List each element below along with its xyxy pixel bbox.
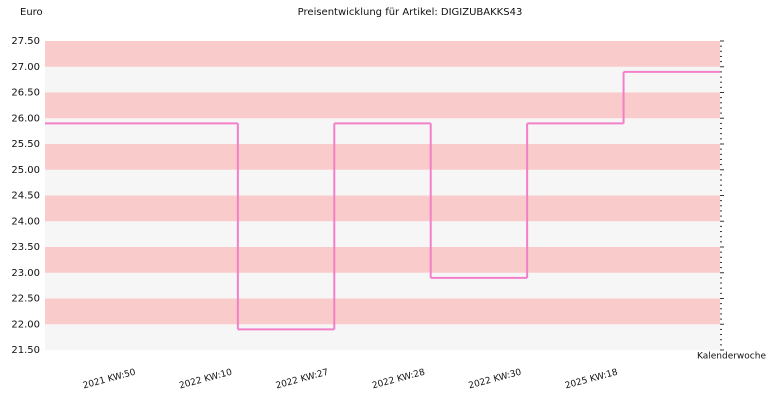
y-tick-label: 24.50 <box>11 191 40 202</box>
x-tick-label: 2025 KW:18 <box>564 368 619 392</box>
background-band <box>45 66 720 93</box>
y-tick-label: 23.50 <box>11 242 40 253</box>
background-band <box>45 247 720 273</box>
y-tick-label: 27.00 <box>11 62 40 73</box>
y-tick-label: 21.50 <box>11 345 40 356</box>
background-band <box>45 169 720 196</box>
x-axis-label: Kalenderwoche <box>697 352 766 362</box>
x-tick-label: 2022 KW:27 <box>275 368 330 392</box>
y-tick-label: 26.00 <box>11 113 40 124</box>
x-tick-label: 2022 KW:28 <box>371 368 426 392</box>
y-tick-label: 27.50 <box>11 36 40 47</box>
background-band <box>45 298 720 325</box>
background-band <box>45 272 720 299</box>
y-tick-label: 23.00 <box>11 268 40 279</box>
y-tick-label: 22.00 <box>11 319 40 330</box>
background-band <box>45 92 720 119</box>
y-tick-label: 22.50 <box>11 294 40 305</box>
x-tick-label: 2021 KW:50 <box>82 368 137 392</box>
x-tick-label: 2022 KW:10 <box>178 368 233 392</box>
background-band <box>45 41 720 67</box>
y-tick-label: 24.00 <box>11 216 40 227</box>
y-tick-label: 26.50 <box>11 88 40 99</box>
chart-title: Preisentwicklung für Artikel: DIGIZUBAKK… <box>298 7 523 18</box>
x-tick-label: 2022 KW:30 <box>468 368 523 392</box>
background-band <box>45 195 720 222</box>
background-band <box>45 144 720 170</box>
background-band <box>45 324 720 350</box>
background-band <box>45 118 720 144</box>
y-tick-label: 25.50 <box>11 139 40 150</box>
y-axis-label: Euro <box>20 7 43 18</box>
y-tick-label: 25.00 <box>11 165 40 176</box>
background-band <box>45 221 720 247</box>
